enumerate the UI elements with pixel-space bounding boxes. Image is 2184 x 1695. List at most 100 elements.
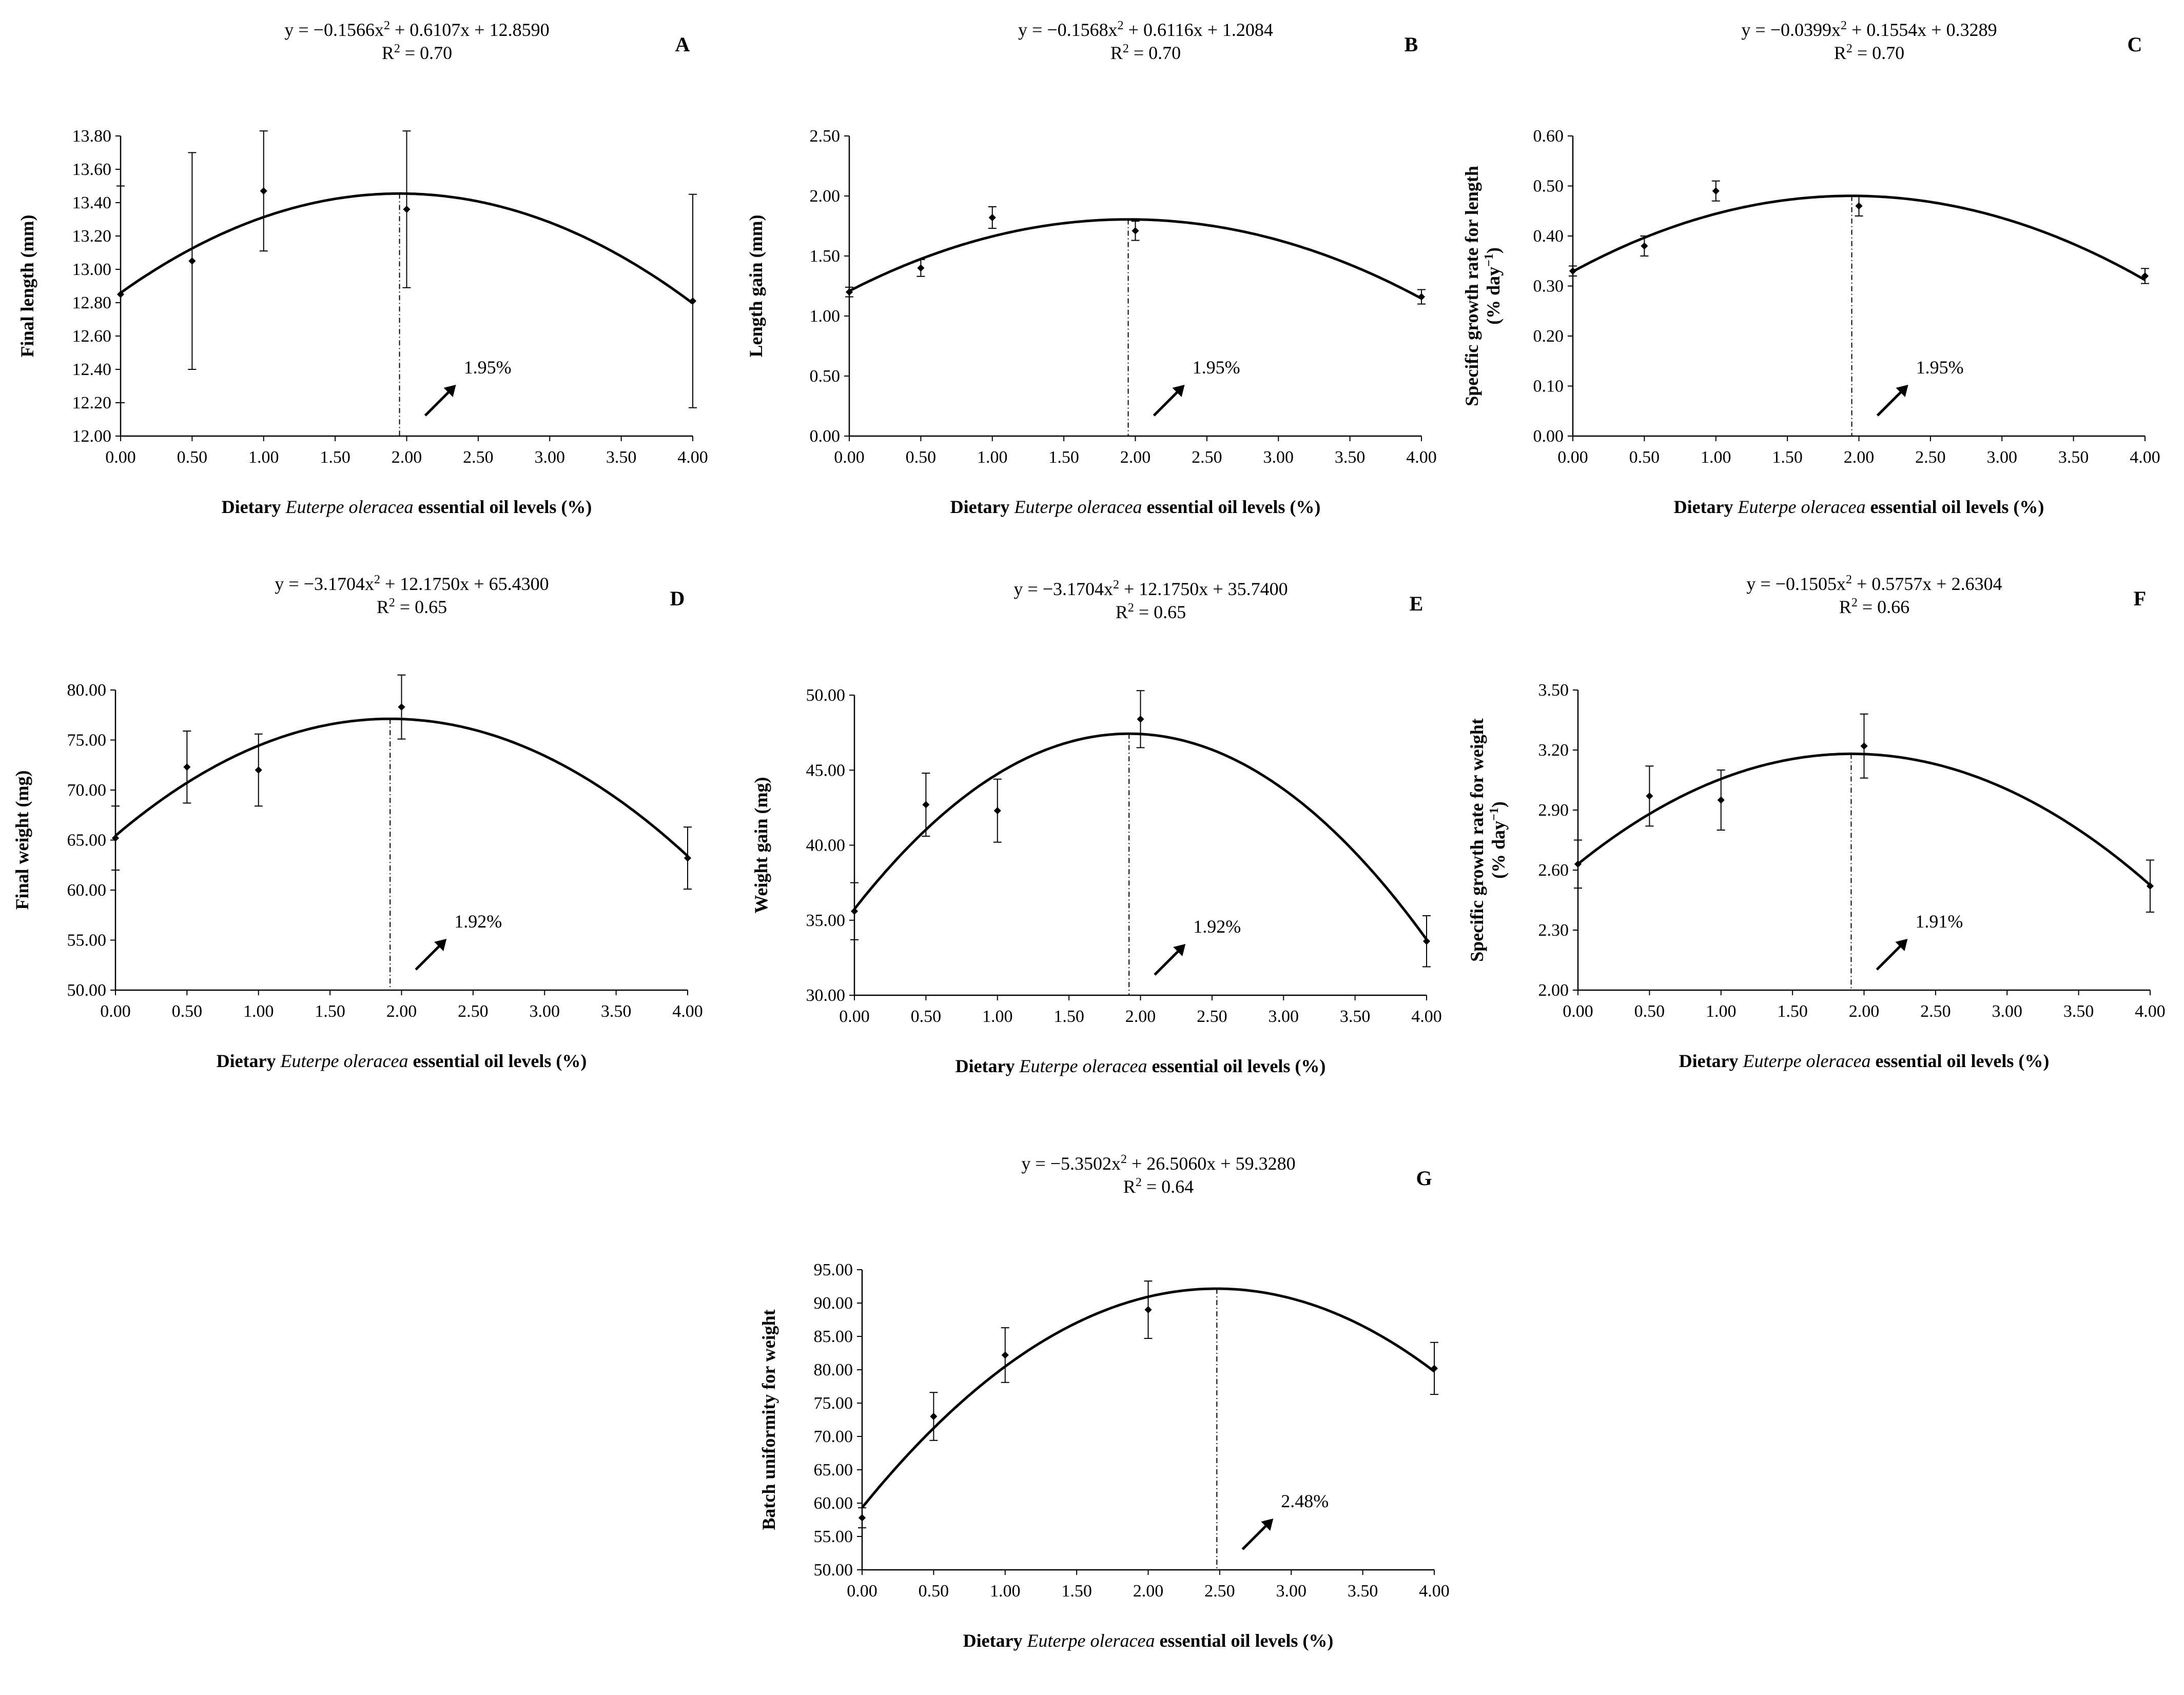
x-tick-label-g: 4.00 bbox=[1419, 1582, 1450, 1601]
x-tick-label-a: 4.00 bbox=[677, 448, 708, 467]
x-tick-label-e: 4.00 bbox=[1411, 1007, 1442, 1026]
optimum-label-d: 1.92% bbox=[454, 911, 502, 932]
y-tick-label-f: 2.00 bbox=[1538, 981, 1569, 1000]
equation-e: y = −3.1704x2 + 12.1750x + 35.7400 bbox=[1013, 578, 1288, 599]
x-tick-label-b: 3.00 bbox=[1263, 448, 1294, 467]
x-tick-label-e: 2.00 bbox=[1125, 1007, 1156, 1026]
y-tick-label-a: 13.40 bbox=[72, 193, 112, 212]
x-axis-label-f: Dietary Euterpe oleracea essential oil l… bbox=[1679, 1051, 2050, 1071]
data-point-b bbox=[917, 264, 925, 272]
data-point-b bbox=[845, 288, 853, 296]
x-tick-label-d: 1.00 bbox=[243, 1002, 274, 1021]
y-tick-label-d: 70.00 bbox=[67, 781, 107, 800]
x-tick-label-f: 1.00 bbox=[1706, 1002, 1737, 1021]
optimum-arrowhead-c bbox=[1896, 385, 1908, 397]
y-tick-label-a: 12.80 bbox=[72, 293, 112, 312]
x-tick-label-e: 0.00 bbox=[839, 1007, 870, 1026]
panel-e: y = −3.1704x2 + 12.1750x + 35.7400 R2 = 0… bbox=[739, 569, 1468, 1108]
y-tick-label-a: 13.60 bbox=[72, 160, 112, 179]
y-tick-label-a: 13.20 bbox=[72, 227, 112, 246]
y-tick-label-b: 2.00 bbox=[810, 187, 841, 206]
x-tick-label-d: 3.50 bbox=[601, 1002, 632, 1021]
data-point-d bbox=[183, 763, 191, 771]
data-point-a bbox=[260, 187, 267, 195]
x-axis-label-a: Dietary Euterpe oleracea essential oil l… bbox=[222, 497, 592, 517]
x-tick-label-a: 1.50 bbox=[320, 448, 350, 467]
y-tick-label-g: 50.00 bbox=[814, 1561, 853, 1580]
equation-g: y = −5.3502x2 + 26.5060x + 59.3280 bbox=[1021, 1153, 1295, 1174]
y-axis-label-c-line2: (% day−1) bbox=[1483, 247, 1504, 325]
equation-a: y = −0.1566x2 + 0.6107x + 12.8590 bbox=[284, 19, 549, 40]
x-tick-label-e: 3.00 bbox=[1269, 1007, 1299, 1026]
optimum-arrowhead-d bbox=[434, 939, 447, 951]
y-tick-label-f: 2.30 bbox=[1538, 921, 1569, 940]
data-point-d bbox=[111, 834, 120, 842]
x-tick-label-c: 0.50 bbox=[1629, 448, 1660, 467]
x-tick-label-c: 1.00 bbox=[1701, 448, 1731, 467]
x-tick-label-g: 1.50 bbox=[1061, 1582, 1092, 1601]
r-squared-b: R2 = 0.70 bbox=[1110, 42, 1181, 63]
y-tick-label-g: 70.00 bbox=[814, 1427, 853, 1446]
data-point-f bbox=[1646, 792, 1653, 800]
x-tick-label-a: 3.50 bbox=[606, 448, 637, 467]
y-tick-label-a: 12.00 bbox=[72, 427, 112, 446]
y-tick-label-d: 80.00 bbox=[67, 681, 107, 700]
x-tick-label-f: 0.50 bbox=[1634, 1002, 1665, 1021]
data-point-d bbox=[255, 766, 262, 774]
optimum-label-f: 1.91% bbox=[1915, 911, 1963, 932]
optimum-arrowhead-f bbox=[1895, 939, 1908, 951]
x-tick-label-f: 1.50 bbox=[1777, 1002, 1808, 1021]
optimum-arrow-f bbox=[1876, 942, 1905, 971]
x-tick-label-a: 3.00 bbox=[535, 448, 566, 467]
panel-letter-g: G bbox=[1416, 1167, 1432, 1190]
x-tick-label-f: 4.00 bbox=[2135, 1002, 2166, 1021]
x-axis-label-d: Dietary Euterpe oleracea essential oil l… bbox=[217, 1051, 587, 1071]
x-tick-label-d: 2.00 bbox=[386, 1002, 417, 1021]
x-tick-label-d: 1.50 bbox=[315, 1002, 345, 1021]
panel-letter-a: A bbox=[675, 33, 690, 56]
panel-d: y = −3.1704x2 + 12.1750x + 65.4300 R2 = 0… bbox=[0, 564, 729, 1103]
optimum-arrowhead-e bbox=[1173, 944, 1186, 956]
y-axis-label-a: Final length (mm) bbox=[17, 215, 37, 358]
y-tick-label-d: 60.00 bbox=[67, 881, 107, 900]
panel-letter-f: F bbox=[2134, 587, 2146, 610]
optimum-label-b: 1.95% bbox=[1193, 357, 1240, 378]
y-tick-label-c: 0.40 bbox=[1533, 227, 1564, 246]
y-tick-label-g: 90.00 bbox=[814, 1294, 853, 1313]
data-point-g bbox=[1001, 1351, 1009, 1359]
data-point-g bbox=[930, 1412, 938, 1421]
x-tick-label-b: 0.00 bbox=[834, 448, 865, 467]
x-tick-label-d: 4.00 bbox=[672, 1002, 703, 1021]
x-tick-label-a: 2.00 bbox=[392, 448, 422, 467]
y-tick-label-c: 0.10 bbox=[1533, 377, 1564, 396]
x-tick-label-b: 3.50 bbox=[1335, 448, 1366, 467]
y-tick-label-g: 80.00 bbox=[814, 1361, 853, 1379]
data-point-b bbox=[1417, 293, 1426, 301]
x-tick-label-a: 1.00 bbox=[248, 448, 279, 467]
x-tick-label-d: 0.50 bbox=[172, 1002, 203, 1021]
optimum-arrow-e bbox=[1154, 947, 1182, 976]
data-point-c bbox=[1855, 202, 1863, 210]
optimum-arrowhead-b bbox=[1172, 385, 1185, 397]
x-tick-label-c: 4.00 bbox=[2130, 448, 2160, 467]
y-tick-label-c: 0.20 bbox=[1533, 327, 1564, 346]
x-tick-label-c: 1.50 bbox=[1772, 448, 1803, 467]
y-tick-label-b: 2.50 bbox=[810, 127, 841, 146]
x-tick-label-e: 0.50 bbox=[911, 1007, 942, 1026]
x-tick-label-c: 0.00 bbox=[1557, 448, 1588, 467]
x-tick-label-g: 3.50 bbox=[1348, 1582, 1378, 1601]
x-tick-label-b: 0.50 bbox=[906, 448, 937, 467]
y-tick-label-e: 30.00 bbox=[806, 986, 846, 1005]
equation-b: y = −0.1568x2 + 0.6116x + 1.2084 bbox=[1018, 19, 1273, 40]
y-tick-label-a: 12.60 bbox=[72, 327, 112, 346]
y-tick-label-g: 55.00 bbox=[814, 1527, 853, 1546]
y-tick-label-f: 3.50 bbox=[1538, 681, 1569, 700]
y-tick-label-f: 3.20 bbox=[1538, 741, 1569, 760]
x-tick-label-f: 2.00 bbox=[1849, 1002, 1880, 1021]
y-tick-label-c: 0.50 bbox=[1533, 177, 1564, 196]
r-squared-a: R2 = 0.70 bbox=[382, 42, 452, 63]
optimum-label-g: 2.48% bbox=[1281, 1491, 1329, 1511]
y-tick-label-e: 50.00 bbox=[806, 686, 846, 705]
